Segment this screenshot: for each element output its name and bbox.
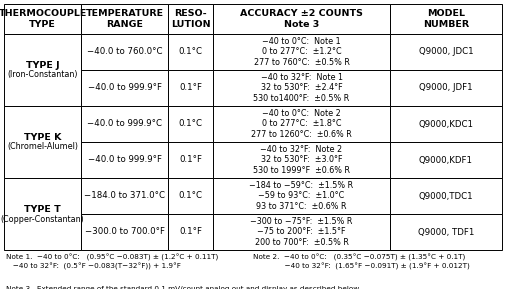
Text: 0.1°F: 0.1°F (179, 84, 202, 92)
Text: Q9000,KDC1: Q9000,KDC1 (418, 119, 473, 129)
Bar (389, 178, 501, 214)
Bar (168, 34, 213, 70)
Bar (389, 4, 501, 34)
Text: (Chromel-Alumel): (Chromel-Alumel) (7, 142, 78, 151)
Bar (168, 142, 213, 178)
Bar (168, 4, 213, 34)
Text: TYPE K: TYPE K (24, 132, 61, 142)
Bar (213, 4, 389, 34)
Bar (168, 178, 213, 214)
Bar (4, 178, 81, 250)
Text: Note 3.  Extended range of the standard 0.1 mV/count analog out and display as d: Note 3. Extended range of the standard 0… (6, 286, 360, 289)
Bar (81, 70, 168, 106)
Text: Note 1.  −40 to 0°C:   (0.95°C −0.083T) ± (1.2°C + 0.11T)
   −40 to 32°F:  (0.5°: Note 1. −40 to 0°C: (0.95°C −0.083T) ± (… (6, 254, 218, 270)
Text: 0.1°F: 0.1°F (179, 227, 202, 236)
Bar (389, 70, 501, 106)
Text: 0.1°C: 0.1°C (178, 119, 203, 129)
Bar (81, 178, 168, 214)
Text: −40 to 32°F:  Note 1
32 to 530°F:  ±2.4°F
530 to1400°F:  ±0.5% R: −40 to 32°F: Note 1 32 to 530°F: ±2.4°F … (253, 73, 349, 103)
Bar (4, 34, 81, 106)
Text: −184.0 to 371.0°C: −184.0 to 371.0°C (84, 192, 165, 201)
Text: 0.1°C: 0.1°C (178, 192, 203, 201)
Text: Q9000,KDF1: Q9000,KDF1 (418, 155, 472, 164)
Bar (213, 106, 389, 142)
Text: −40.0 to 999.9°F: −40.0 to 999.9°F (87, 84, 162, 92)
Text: ACCURACY ±2 COUNTS
Note 3: ACCURACY ±2 COUNTS Note 3 (240, 9, 362, 29)
Bar (168, 70, 213, 106)
Bar (213, 178, 389, 214)
Bar (213, 142, 389, 178)
Bar (389, 106, 501, 142)
Text: −184 to −59°C:  ±1.5% R
−59 to 93°C:  ±1.0°C
93 to 371°C:  ±0.6% R: −184 to −59°C: ±1.5% R −59 to 93°C: ±1.0… (249, 181, 353, 211)
Text: −40.0 to 999.9°C: −40.0 to 999.9°C (87, 119, 162, 129)
Text: Q9000,TDC1: Q9000,TDC1 (418, 192, 472, 201)
Bar (81, 34, 168, 70)
Text: 0.1°F: 0.1°F (179, 155, 202, 164)
Text: TYPE T: TYPE T (24, 205, 61, 214)
Bar (213, 214, 389, 250)
Text: 0.1°C: 0.1°C (178, 47, 203, 57)
Text: TEMPERATURE
RANGE: TEMPERATURE RANGE (85, 9, 164, 29)
Bar (389, 214, 501, 250)
Text: Q9000, JDC1: Q9000, JDC1 (418, 47, 472, 57)
Text: Note 2.  −40 to 0°C:   (0.35°C −0.075T) ± (1.35°C + 0.1T)
              −40 to 3: Note 2. −40 to 0°C: (0.35°C −0.075T) ± (… (252, 254, 469, 270)
Text: −40.0 to 760.0°C: −40.0 to 760.0°C (87, 47, 162, 57)
Bar (81, 142, 168, 178)
Text: −40.0 to 999.9°F: −40.0 to 999.9°F (87, 155, 162, 164)
Text: Q9000, JDF1: Q9000, JDF1 (418, 84, 472, 92)
Text: THERMOCOUPLE
TYPE: THERMOCOUPLE TYPE (0, 9, 87, 29)
Text: (Iron-Constantan): (Iron-Constantan) (8, 71, 78, 79)
Bar (4, 4, 81, 34)
Bar (213, 34, 389, 70)
Text: Q9000, TDF1: Q9000, TDF1 (417, 227, 473, 236)
Bar (389, 34, 501, 70)
Text: −40 to 32°F:  Note 2
32 to 530°F:  ±3.0°F
530 to 1999°F  ±0.6% R: −40 to 32°F: Note 2 32 to 530°F: ±3.0°F … (252, 145, 349, 175)
Bar (168, 214, 213, 250)
Text: −300 to −75°F:  ±1.5% R
−75 to 200°F:  ±1.5°F
200 to 700°F:  ±0.5% R: −300 to −75°F: ±1.5% R −75 to 200°F: ±1.… (250, 217, 352, 247)
Text: (Copper-Constantan): (Copper-Constantan) (1, 214, 84, 223)
Bar (213, 70, 389, 106)
Bar (81, 106, 168, 142)
Text: MODEL
NUMBER: MODEL NUMBER (422, 9, 468, 29)
Text: −40 to 0°C:  Note 2
0 to 277°C:  ±1.8°C
277 to 1260°C:  ±0.6% R: −40 to 0°C: Note 2 0 to 277°C: ±1.8°C 27… (250, 109, 351, 139)
Text: TYPE J: TYPE J (26, 60, 59, 69)
Text: −300.0 to 700.0°F: −300.0 to 700.0°F (85, 227, 165, 236)
Bar (81, 214, 168, 250)
Bar (168, 106, 213, 142)
Bar (81, 4, 168, 34)
Text: RESO-
LUTION: RESO- LUTION (171, 9, 210, 29)
Text: −40 to 0°C:  Note 1
0 to 277°C:  ±1.2°C
277 to 760°C:  ±0.5% R: −40 to 0°C: Note 1 0 to 277°C: ±1.2°C 27… (253, 37, 349, 67)
Bar (389, 142, 501, 178)
Bar (4, 106, 81, 178)
